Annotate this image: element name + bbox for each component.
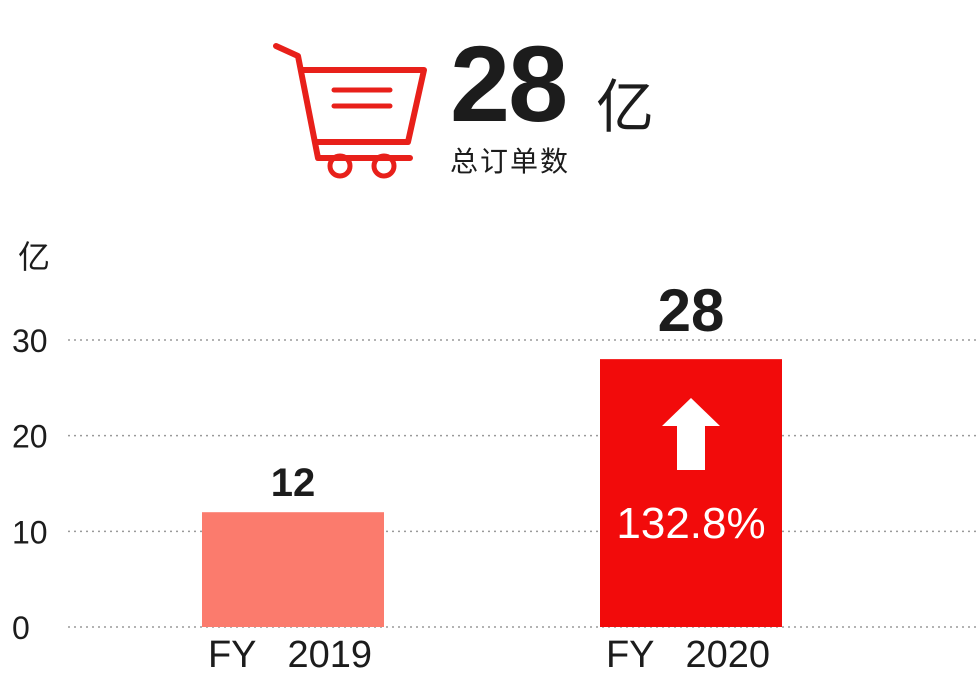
- shopping-cart-icon: [273, 43, 427, 179]
- y-tick-label: 0: [12, 610, 30, 646]
- y-axis-unit-label: 亿: [18, 239, 50, 275]
- bar-value-label: 28: [658, 277, 725, 344]
- bar-value-label: 12: [271, 461, 316, 505]
- y-tick-label: 20: [12, 419, 48, 455]
- bar: [202, 512, 384, 627]
- total-orders-caption: 总订单数: [450, 145, 571, 178]
- y-tick-label: 30: [12, 323, 48, 359]
- up-arrow-icon: [662, 398, 720, 470]
- growth-rate-label: 132.8%: [616, 499, 765, 548]
- x-tick-label: FY 2019: [208, 634, 372, 676]
- y-tick-label: 10: [12, 514, 48, 550]
- total-orders-unit: 亿: [596, 73, 655, 141]
- total-orders-value: 28: [450, 23, 568, 144]
- x-tick-label: FY 2020: [606, 634, 770, 676]
